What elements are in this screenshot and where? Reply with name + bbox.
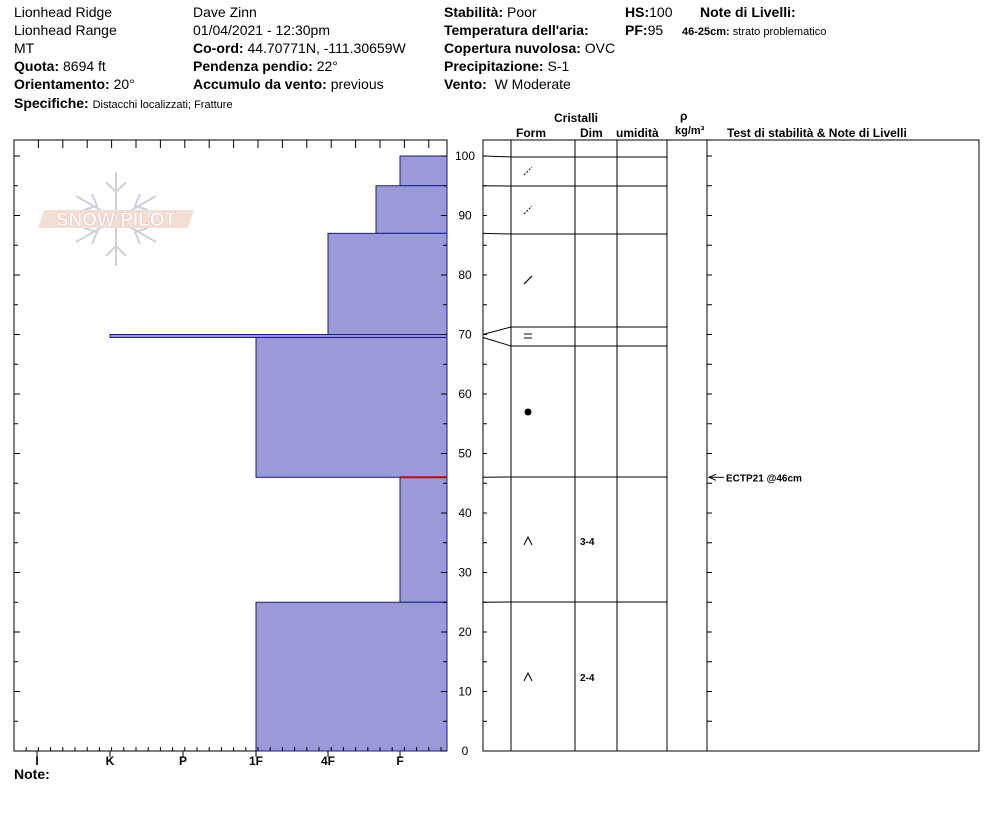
hardness-tick-label: I <box>35 754 38 768</box>
aspect-value: 20° <box>113 76 135 92</box>
slope-label: Pendenza pendio: <box>193 58 313 74</box>
elevation-label: Quota: <box>14 58 60 74</box>
range: Lionhead Range <box>14 22 117 38</box>
pf-label: PF: <box>625 22 648 38</box>
logo-banner <box>38 210 194 228</box>
wind-value: W Moderate <box>494 76 571 92</box>
sky-row: Copertura nuvolosa: OVC <box>444 40 615 56</box>
hardness-tick-label: F <box>396 754 403 768</box>
elevation-value: 8694 ft <box>63 58 106 74</box>
crystal-symbol <box>523 275 533 285</box>
coord-label: Co-ord: <box>193 40 244 56</box>
crystal-connector <box>482 232 512 235</box>
state: MT <box>14 40 35 56</box>
hardness-tick-label: 4F <box>321 754 335 768</box>
tests-header: Test di stabilità & Note di Livelli <box>727 126 907 140</box>
height-tick-label: 0 <box>462 744 469 758</box>
crystals-header: Cristalli <box>554 111 599 125</box>
crystal-connector <box>482 326 512 335</box>
air-temp-label: Temperatura dell'aria: <box>444 22 589 38</box>
stability-row: Stabilità: Poor <box>444 4 537 20</box>
precip-row: Precipitazione: S-1 <box>444 58 569 74</box>
hardness-layer <box>375 185 448 234</box>
stability-value: Poor <box>507 4 537 20</box>
crystal-symbol <box>523 535 533 546</box>
pf-row: PF:95 <box>625 22 663 38</box>
wind-load-label: Accumulo da vento: <box>193 76 327 92</box>
precip-label: Precipitazione: <box>444 58 544 74</box>
slope-value: 22° <box>316 58 338 74</box>
location: Lionhead Ridge <box>14 4 113 20</box>
height-tick-label: 70 <box>458 328 472 342</box>
wind-load-value: previous <box>330 76 384 92</box>
crystal-symbol <box>523 205 533 215</box>
layer-note-text: strato problematico <box>732 26 827 38</box>
hs-row: HS:100 <box>625 4 672 20</box>
size-header: Dim <box>580 126 603 140</box>
specifics-label: Specifiche: <box>14 95 89 111</box>
aspect-row: Orientamento: 20° <box>14 76 135 92</box>
height-tick-label: 50 <box>458 447 472 461</box>
datetime: 01/04/2021 - 12:30pm <box>193 22 330 38</box>
hardness-tick-label: P <box>179 754 187 768</box>
height-tick-label: 40 <box>458 506 472 520</box>
crystal-symbol <box>523 671 533 682</box>
hs-label: HS: <box>625 4 650 20</box>
elevation-row: Quota: 8694 ft <box>14 58 106 74</box>
crystal-connector <box>482 155 512 158</box>
wind-label: Vento: <box>444 76 487 92</box>
precip-value: S-1 <box>547 58 570 74</box>
hardness-tick-label: 1F <box>249 754 263 768</box>
coord-row: Co-ord: 44.70771N, -111.30659W <box>193 40 406 56</box>
aspect-label: Orientamento: <box>14 76 110 92</box>
stability-label: Stabilità: <box>444 4 504 20</box>
slope-row: Pendenza pendio: 22° <box>193 58 338 74</box>
specifics-value: Distacchi localizzati; Fratture <box>92 99 233 111</box>
hardness-tick-label: K <box>106 754 115 768</box>
height-tick-label: 90 <box>458 209 472 223</box>
wind-load-row: Accumulo da vento: previous <box>193 76 384 92</box>
observer: Dave Zinn <box>193 4 257 20</box>
crystal-table-frame <box>482 139 980 752</box>
crystal-symbol <box>523 166 533 176</box>
crystal-symbol <box>524 408 532 416</box>
height-tick-label: 60 <box>458 387 472 401</box>
rho-header: ρ <box>680 109 688 123</box>
hardness-layer <box>255 601 448 752</box>
form-header: Form <box>516 126 546 140</box>
notes-label: Note: <box>14 766 50 782</box>
density-unit-header: kg/m³ <box>675 125 705 137</box>
hardness-layer <box>327 232 448 336</box>
coord-value: 44.70771N, -111.30659W <box>247 40 406 56</box>
hardness-layer <box>399 476 448 603</box>
layer-note: 46-25cm: strato problematico <box>682 24 826 40</box>
moisture-header: umidità <box>616 126 659 140</box>
wind-row: Vento: W Moderate <box>444 76 571 92</box>
snowpilot-logo: SNOW PILOT <box>38 172 194 266</box>
logo-text: SNOW PILOT <box>56 210 177 231</box>
crystal-size-label: 2-4 <box>580 673 595 684</box>
snowflake-icon <box>75 172 157 266</box>
air-temp-row: Temperatura dell'aria: <box>444 22 589 38</box>
crystal-size-label: 3-4 <box>580 537 595 548</box>
layer-note-depth: 46-25cm: <box>682 26 730 38</box>
height-tick-label: 10 <box>458 685 472 699</box>
height-tick-label: 30 <box>458 566 472 580</box>
layer-notes-label: Note di Livelli: <box>700 4 796 20</box>
sky-label: Copertura nuvolosa: <box>444 40 581 56</box>
specifics-row: Specifiche: Distacchi localizzati; Fratt… <box>14 95 233 113</box>
hs-value: 100 <box>649 4 673 20</box>
sky-value: OVC <box>584 40 616 56</box>
height-tick-label: 100 <box>455 149 475 163</box>
height-tick-label: 80 <box>458 268 472 282</box>
stability-test-label: ECTP21 @46cm <box>726 473 802 484</box>
hardness-layer <box>255 336 448 478</box>
height-tick-label: 20 <box>458 625 472 639</box>
crystal-connector <box>482 336 512 347</box>
pf-value: 95 <box>647 22 664 38</box>
hardness-layer <box>399 155 448 187</box>
